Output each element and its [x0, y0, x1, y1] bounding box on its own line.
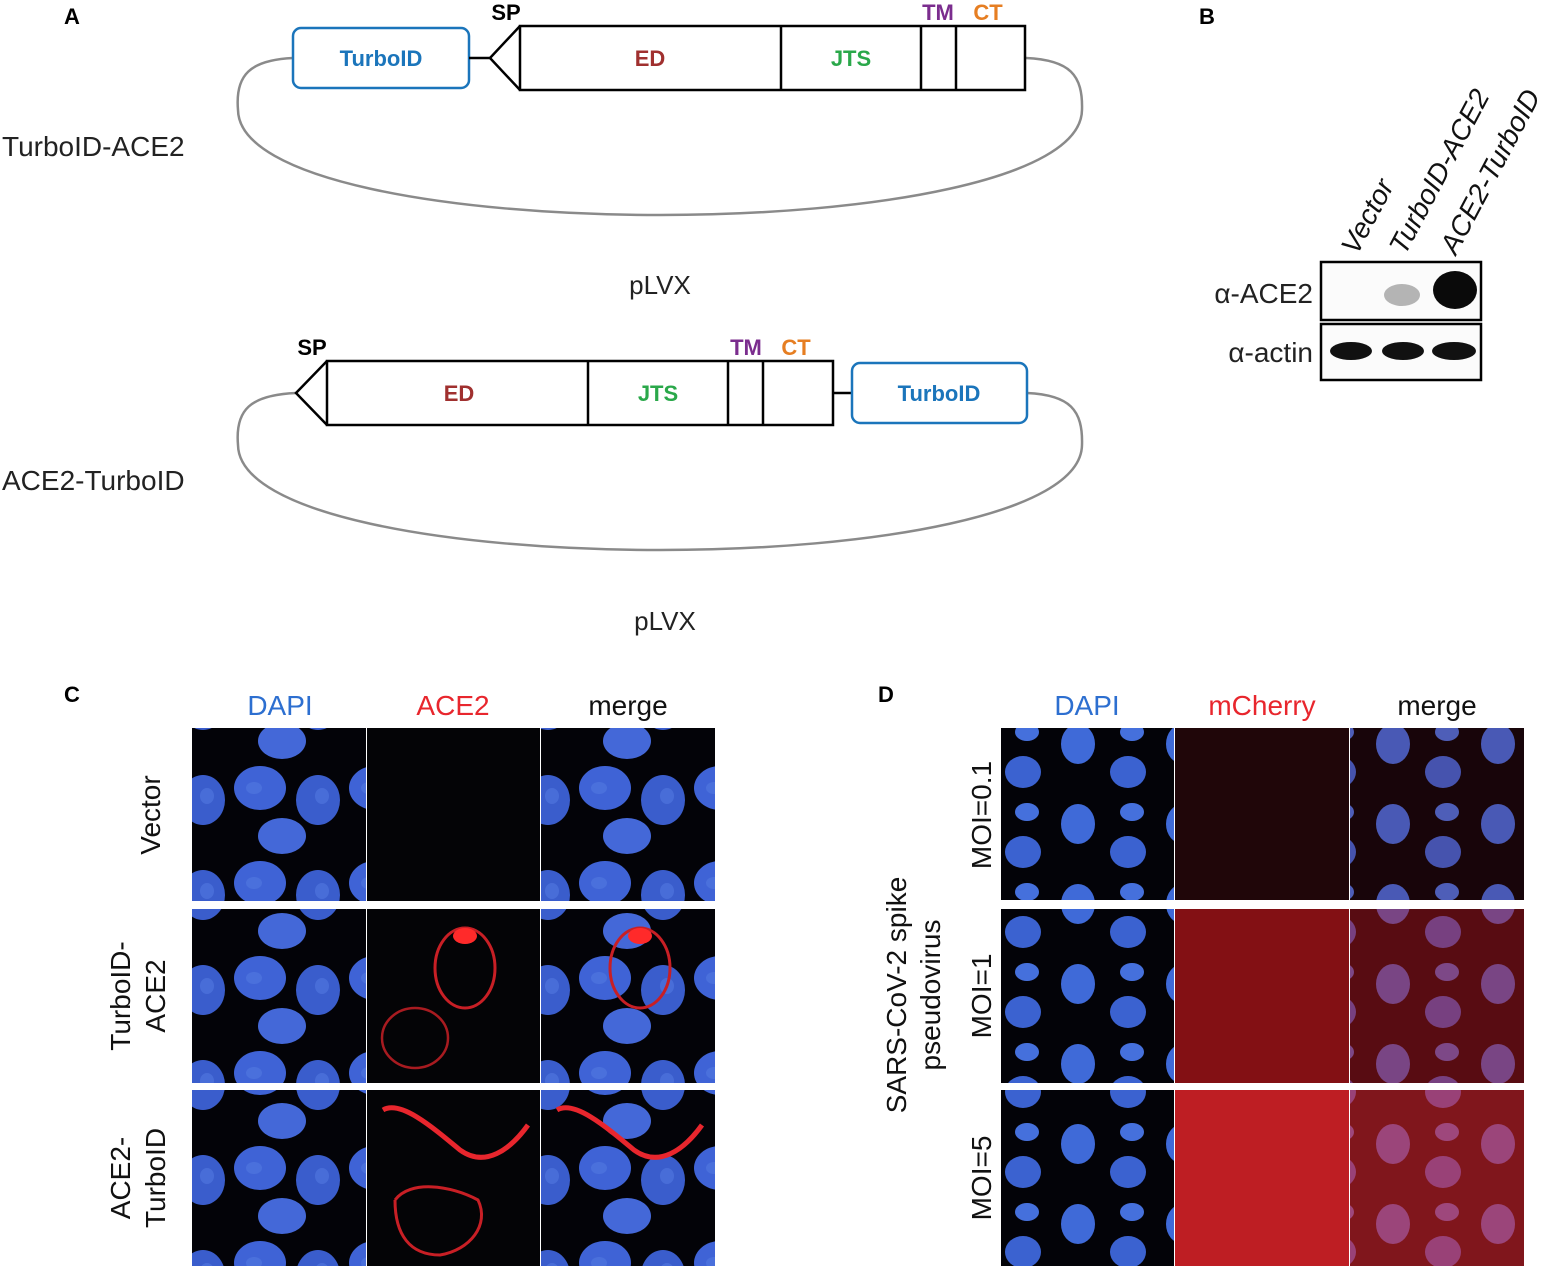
panel-a-letter: A [64, 4, 80, 29]
c-ace2-turboid-membrane-bottom [393, 1185, 484, 1257]
vector-label-1: pLVX [629, 270, 691, 300]
d-moi1-merge-signal [1350, 909, 1524, 1083]
panel-c-header-dapi: DAPI [247, 690, 312, 721]
tm-label-1: TM [922, 0, 954, 25]
panel-b-letter: B [1199, 4, 1215, 29]
ct-label-2: CT [781, 335, 811, 360]
turboid-label-2: TurboID [898, 381, 981, 406]
d-moi01-mcherry [1175, 728, 1349, 900]
c-turboid-ace2-red-spot [453, 928, 477, 944]
c-row-label-vector: Vector [135, 775, 166, 854]
panel-c: C DAPI ACE2 merge Vector TurboID- ACE2 A… [64, 682, 715, 1266]
c-turboid-ace2-dapi [192, 909, 366, 1083]
d-group-label-line2: pseudovirus [915, 920, 946, 1071]
c-ace2-turboid-merge-membrane [555, 1105, 705, 1160]
d-row-label-moi1: MOI=1 [966, 954, 997, 1039]
sp-label-1: SP [491, 0, 520, 25]
d-moi1-merge [1350, 909, 1524, 1083]
c-vector-merge [541, 728, 715, 901]
d-moi01-merge-haze [1350, 728, 1524, 900]
blot-label-actin: α-actin [1228, 337, 1313, 368]
plasmid-backbone-2 [236, 391, 1084, 552]
c-row-label-ace2-turboid-line2: TurboID [140, 1128, 171, 1228]
c-ace2-turboid-dapi [192, 1090, 366, 1266]
d-moi01-merge [1350, 728, 1524, 900]
c-row-label-ace2-turboid-line1: ACE2- [105, 1137, 136, 1219]
panel-d-header-merge: merge [1397, 690, 1476, 721]
d-moi01-dapi [1001, 728, 1174, 900]
c-turboid-ace2-merge-red-spot [628, 928, 652, 944]
panel-d-header-mcherry: mCherry [1208, 690, 1315, 721]
band-actin-turboid-ace2 [1382, 342, 1424, 360]
c-row-label-turboid-ace2-line2: ACE2 [140, 959, 171, 1032]
sp-triangle-1 [488, 25, 521, 91]
construct-name-1: TurboID-ACE2 [2, 131, 185, 162]
d-row-label-moi5: MOI=5 [966, 1136, 997, 1221]
sp-triangle-2 [294, 360, 328, 426]
construct-name-2: ACE2-TurboID [2, 465, 185, 496]
blot-label-ace2: α-ACE2 [1214, 278, 1313, 309]
d-moi1-mcherry-signal [1175, 909, 1349, 1083]
c-ace2-turboid-membrane-top [381, 1105, 531, 1160]
jts-label-2: JTS [638, 381, 678, 406]
construct-ace2-turboid: TurboID SP ED JTS TM CT ACE2-TurboID pLV… [2, 335, 1084, 636]
c-turboid-ace2-merge [541, 909, 715, 1083]
turboid-box-2 [850, 361, 1029, 425]
panel-c-header-merge: merge [588, 690, 667, 721]
d-moi1-dapi [1001, 909, 1174, 1083]
d-moi5-mcherry-signal [1175, 1090, 1349, 1266]
c-ace2-turboid-merge [541, 1090, 715, 1266]
c-turboid-ace2-red-cell-2 [380, 1006, 450, 1070]
vector-label-2: pLVX [634, 606, 696, 636]
tm-label-2: TM [730, 335, 762, 360]
ace2-body-1 [518, 24, 1027, 92]
band-ace2-turboid-ace2 [1384, 284, 1420, 306]
plasmid-backbone-1 [236, 56, 1084, 217]
turboid-label-1: TurboID [340, 46, 423, 71]
panel-d-header-dapi: DAPI [1054, 690, 1119, 721]
d-moi5-merge-signal [1350, 1090, 1524, 1266]
panel-b: B Vector TurboID-ACE2 ACE2-TurboID α-ACE… [1199, 4, 1541, 382]
band-ace2-ace2-turboid [1433, 271, 1477, 309]
c-vector-dapi [192, 728, 366, 901]
d-moi01-mcherry-haze [1175, 728, 1349, 900]
panel-d: D DAPI mCherry merge SARS-CoV-2 spike ps… [878, 682, 1524, 1266]
c-ace2-turboid-ace2 [367, 1090, 540, 1266]
d-row-label-moi01: MOI=0.1 [966, 761, 997, 869]
panel-c-letter: C [64, 682, 80, 707]
ed-label-2: ED [444, 381, 475, 406]
ed-label-1: ED [635, 46, 666, 71]
band-actin-ace2-turboid [1432, 342, 1476, 360]
ace2-body-2 [325, 359, 835, 427]
sp-label-2: SP [297, 335, 326, 360]
band-actin-vector [1330, 342, 1372, 360]
ct-label-1: CT [973, 0, 1003, 25]
panel-d-letter: D [878, 682, 894, 707]
jts-label-1: JTS [831, 46, 871, 71]
d-moi5-dapi [1001, 1090, 1174, 1266]
panel-c-header-ace2: ACE2 [416, 690, 489, 721]
c-vector-ace2 [367, 728, 540, 901]
c-row-label-turboid-ace2-line1: TurboID- [105, 941, 136, 1050]
d-group-label-line1: SARS-CoV-2 spike [881, 877, 912, 1114]
construct-turboid-ace2: TurboID SP ED JTS TM CT TurboID-ACE2 pLV… [2, 0, 1084, 300]
